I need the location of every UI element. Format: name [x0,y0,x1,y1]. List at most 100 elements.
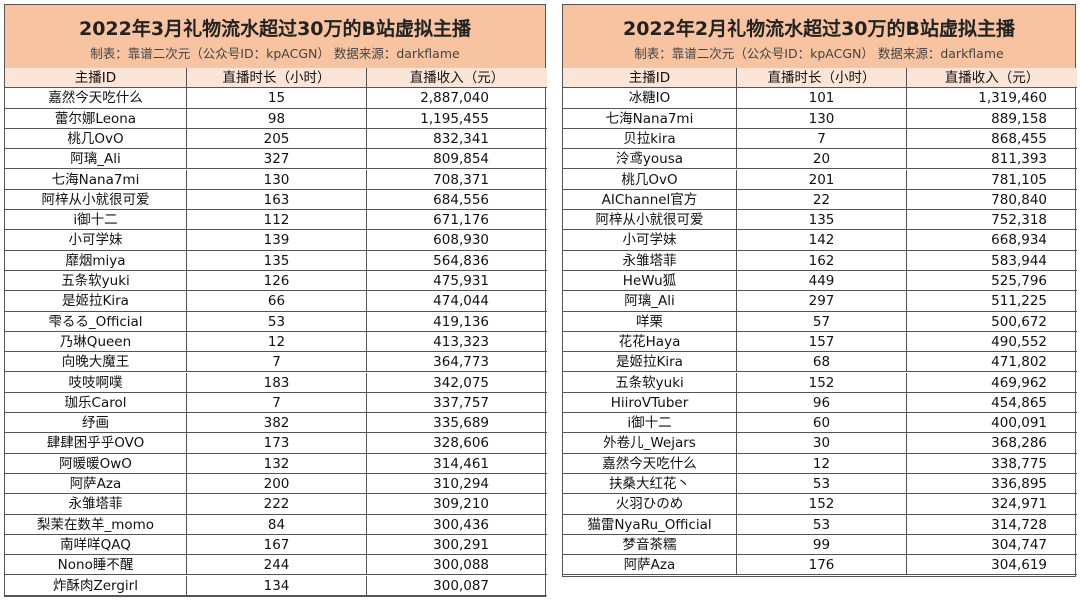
table-cell: 112 [187,210,367,231]
table-cell: AIChannel官方 [563,189,737,211]
table-cell: 314,728 [907,515,1077,535]
table-cell: 炸酥肉Zergirl [5,575,187,596]
table-cell: 2,887,040 [367,88,547,109]
table-title: 2022年3月礼物流水超过30万的B站虚拟主播 [78,18,472,40]
table-cell: 泠鸢yousa [563,149,737,170]
table-cell: 22 [737,189,907,211]
table-cell: 7 [187,392,367,414]
table-cell: 780,840 [907,190,1077,211]
header-cell: 直播时长（小时） [187,68,367,89]
table-cell: 是姬拉Kira [563,352,737,373]
table-cell: 338,775 [907,454,1077,474]
table-cell: 832,341 [367,129,547,150]
table-cell: 小可学妹 [563,230,737,251]
table: 2022年2月礼物流水超过30万的B站虚拟主播制表：靠谱二次元（公众号ID：kp… [562,4,1077,577]
table-cell: 珈乐Carol [5,392,187,414]
table-cell: 297 [737,291,907,312]
table-cell: 668,934 [907,230,1077,251]
table-cell: 400,091 [907,413,1077,434]
table-cell: HeWu狐 [563,271,737,292]
table-cell: 300,087 [367,576,547,596]
table-cell: 扶桑大红花丶 [563,474,737,495]
table-cell: 564,836 [367,251,547,271]
table-subtitle: 制表：靠谱二次元（公众号ID：kpACGN） 数据来源：darkflame [90,46,460,61]
table-cell: 阿梓从小就很可爱 [563,210,737,231]
table-cell: 嘉然今天吃什么 [5,88,187,109]
table-cell: 五条软yuki [563,372,737,393]
header-cell: 直播收入（元） [907,68,1077,89]
table-cell: 126 [187,271,367,292]
table-cell: 809,854 [367,149,547,170]
table-cell: 15 [187,88,367,109]
table-cell: 12 [187,331,367,353]
table-cell: 708,371 [367,170,547,190]
table-cell: 671,176 [367,210,547,231]
header-cell: 主播ID [563,68,737,89]
table-cell: 300,088 [367,555,547,576]
table-cell: 176 [737,555,907,576]
table-cell: 135 [187,250,367,271]
table-cell: 314,461 [367,454,547,474]
table-cell: 222 [187,494,367,515]
table-cell: 肆肆困乎乎OVO [5,433,187,454]
table-cell: 135 [737,210,907,231]
table-cell: 蕾尔娜Leona [5,108,187,129]
table-cell: 583,944 [907,251,1077,271]
table-cell: 53 [737,514,907,535]
header-cell: 直播时长（小时） [737,68,907,89]
table-cell: 454,865 [907,393,1077,414]
table-cell: 1,319,460 [907,88,1077,109]
table-cell: 68 [737,352,907,373]
table-cell: 南咩咩QAQ [5,534,187,556]
table-cell: 53 [737,474,907,495]
table-cell: 7 [737,128,907,150]
table-cell: 84 [187,514,367,535]
table-cell: 五条软yuki [5,271,187,292]
table-cell: 纾画 [5,413,187,434]
table-cell: 382 [187,413,367,434]
table: 2022年3月礼物流水超过30万的B站虚拟主播制表：靠谱二次元（公众号ID：kp… [4,4,547,597]
table-cell: 152 [737,494,907,515]
table-cell: 781,105 [907,170,1077,190]
table-cell: 336,895 [907,474,1077,495]
table-cell: 324,971 [907,494,1077,515]
table-cell: 811,393 [907,149,1077,170]
table-cell: 201 [737,169,907,190]
table-cell: 101 [737,88,907,109]
table-cell: 142 [737,230,907,251]
table-cell: 向晚大魔王 [5,352,187,373]
table-cell: 七海Nana7mi [563,108,737,129]
table-cell: 1,195,455 [367,109,547,129]
table-cell: 684,556 [367,190,547,211]
table-cell: 桃几OvO [563,169,737,190]
table-cell: 66 [187,291,367,312]
table-cell: 471,802 [907,352,1077,373]
table-title: 2022年2月礼物流水超过30万的B站虚拟主播 [622,18,1016,40]
table-cell: 99 [737,534,907,556]
table-cell: 60 [737,413,907,434]
table-cell: 157 [737,331,907,353]
table-cell: 小可学妹 [5,230,187,251]
table-cell: 511,225 [907,291,1077,312]
table-header: 2022年2月礼物流水超过30万的B站虚拟主播制表：靠谱二次元（公众号ID：kp… [563,5,1075,69]
table-cell: 20 [737,149,907,170]
table-cell: 183 [187,372,367,393]
table-cell: 贝拉kira [563,128,737,150]
table-cell: 30 [737,433,907,454]
table-cell: 冰糖IO [563,88,737,109]
table-cell: 310,294 [367,474,547,495]
table-cell: 327 [187,149,367,170]
table-cell: 吱吱啊噗 [5,372,187,393]
table-cell: 449 [737,271,907,292]
table-subtitle: 制表：靠谱二次元（公众号ID：kpACGN） 数据来源：darkflame [634,46,1004,61]
table-cell: 419,136 [367,312,547,332]
table-cell: 咩栗 [563,311,737,332]
table-cell: 阿璃_Ali [5,149,187,170]
table-cell: 300,436 [367,515,547,535]
table-cell: 889,158 [907,109,1077,129]
table-cell: 永雏塔菲 [563,250,737,271]
table-cell: 猫雷NyaRu_Official [563,514,737,535]
table-cell: 阿萨Aza [563,555,737,576]
table-cell: 134 [187,575,367,596]
